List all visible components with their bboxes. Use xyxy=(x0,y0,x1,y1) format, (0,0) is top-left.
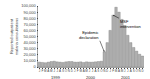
svg-text:40,000: 40,000 xyxy=(23,40,36,45)
svg-text:N: N xyxy=(138,69,140,73)
svg-text:50,000: 50,000 xyxy=(23,34,36,39)
svg-text:J: J xyxy=(109,69,111,73)
svg-text:N: N xyxy=(68,69,70,73)
svg-text:A: A xyxy=(94,69,96,73)
svg-text:J: J xyxy=(92,69,94,73)
svg-text:D: D xyxy=(71,69,74,73)
svg-text:100,000: 100,000 xyxy=(21,3,36,8)
svg-text:10,000: 10,000 xyxy=(23,58,36,63)
svg-text:2001: 2001 xyxy=(121,75,131,79)
svg-text:M: M xyxy=(85,69,88,73)
svg-text:S: S xyxy=(62,69,64,73)
svg-text:Epidemicdeclaration: Epidemicdeclaration xyxy=(79,30,99,40)
svg-text:M: M xyxy=(79,69,82,73)
svg-text:J: J xyxy=(89,69,91,73)
svg-text:D: D xyxy=(106,69,109,73)
svg-text:80,000: 80,000 xyxy=(23,16,36,21)
svg-text:A: A xyxy=(59,69,61,73)
svg-text:2000: 2000 xyxy=(86,75,96,79)
svg-text:F: F xyxy=(41,69,43,73)
svg-text:O: O xyxy=(100,69,103,73)
svg-text:O: O xyxy=(135,69,138,73)
svg-text:M: M xyxy=(121,69,124,73)
svg-text:J: J xyxy=(56,69,58,73)
svg-text:60,000: 60,000 xyxy=(23,28,36,33)
svg-text:J: J xyxy=(124,69,126,73)
svg-text:M: M xyxy=(50,69,53,73)
svg-text:M: M xyxy=(44,69,47,73)
svg-text:MSFintervention: MSFintervention xyxy=(120,19,141,29)
svg-text:D: D xyxy=(141,69,144,73)
svg-text:J: J xyxy=(127,69,129,73)
svg-text:A: A xyxy=(47,69,49,73)
svg-text:30,000: 30,000 xyxy=(23,46,36,51)
svg-text:J: J xyxy=(53,69,55,73)
svg-text:90,000: 90,000 xyxy=(23,10,36,15)
svg-text:1999: 1999 xyxy=(51,75,61,79)
svg-text:20,000: 20,000 xyxy=(23,52,36,57)
svg-text:J: J xyxy=(39,69,41,73)
svg-text:F: F xyxy=(112,69,114,73)
svg-text:A: A xyxy=(83,69,85,73)
svg-text:S: S xyxy=(97,69,99,73)
svg-text:O: O xyxy=(65,69,68,73)
svg-text:A: A xyxy=(118,69,120,73)
svg-text:F: F xyxy=(77,69,79,73)
svg-text:N: N xyxy=(103,69,105,73)
svg-text:0: 0 xyxy=(33,64,36,69)
svg-text:M: M xyxy=(115,69,118,73)
svg-text:S: S xyxy=(133,69,135,73)
svg-text:Reported outpatientmalaria con: Reported outpatientmalaria consultations xyxy=(9,18,19,56)
svg-text:J: J xyxy=(74,69,76,73)
svg-text:A: A xyxy=(130,69,132,73)
svg-text:70,000: 70,000 xyxy=(23,22,36,27)
